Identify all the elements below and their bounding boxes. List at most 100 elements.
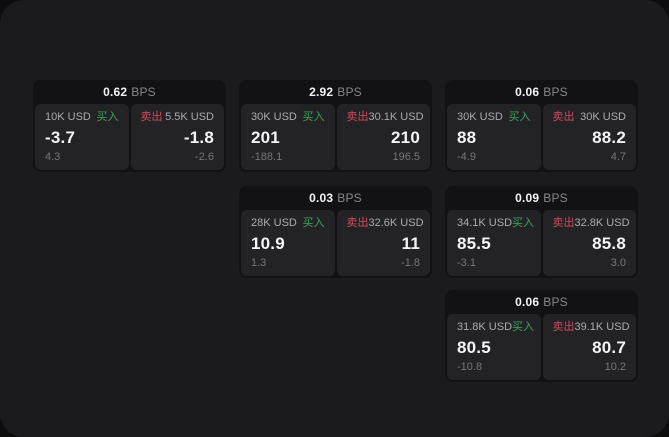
- buy-side-label: 买入: [302, 217, 325, 229]
- quote-card: 0.06 BPS 30K USD 买入 88 -4.9 卖出 30K USD 8…: [445, 80, 638, 172]
- buy-side-label: 买入: [302, 111, 325, 123]
- buy-amount: 34.1K USD: [457, 217, 513, 229]
- sell-delta: -1.8: [401, 256, 420, 269]
- buy-side-label: 买入: [512, 217, 535, 229]
- sell-side-label: 卖出: [346, 111, 369, 123]
- bps-value: 0.62: [103, 85, 128, 99]
- quote-panels: 31.8K USD 买入 80.5 -10.8 卖出 39.1K USD 80.…: [447, 314, 636, 380]
- sell-price: 85.8: [592, 233, 626, 253]
- buy-panel[interactable]: 31.8K USD 买入 80.5 -10.8: [447, 314, 541, 380]
- card-header: 2.92 BPS: [241, 80, 430, 104]
- sell-price: 11: [401, 233, 420, 253]
- buy-panel[interactable]: 28K USD 买入 10.9 1.3: [241, 210, 335, 276]
- sell-panel-top: 卖出 32.6K USD: [346, 217, 424, 229]
- quote-panels: 34.1K USD 买入 85.5 -3.1 卖出 32.8K USD 85.8…: [447, 210, 636, 276]
- buy-panel-top: 30K USD 买入: [457, 111, 531, 123]
- sell-panel[interactable]: 卖出 39.1K USD 80.7 10.2: [542, 314, 636, 380]
- sell-panel[interactable]: 卖出 32.8K USD 85.8 3.0: [542, 210, 636, 276]
- bps-value: 0.06: [515, 295, 540, 309]
- bps-value: 0.06: [515, 85, 540, 99]
- buy-panel[interactable]: 34.1K USD 买入 85.5 -3.1: [447, 210, 541, 276]
- sell-amount: 32.8K USD: [574, 217, 630, 229]
- buy-amount: 30K USD: [457, 111, 503, 123]
- sell-side-label: 卖出: [140, 111, 163, 123]
- sell-panel[interactable]: 卖出 32.6K USD 11 -1.8: [336, 210, 430, 276]
- card-header: 0.62 BPS: [35, 80, 224, 104]
- card-header: 0.06 BPS: [447, 290, 636, 314]
- buy-panel[interactable]: 30K USD 买入 88 -4.9: [447, 104, 541, 170]
- buy-amount: 31.8K USD: [457, 321, 513, 333]
- sell-side-label: 卖出: [552, 111, 575, 123]
- sell-price: 80.7: [592, 337, 626, 357]
- buy-side-label: 买入: [512, 321, 535, 333]
- sell-panel[interactable]: 卖出 30.1K USD 210 196.5: [336, 104, 430, 170]
- quote-panels: 10K USD 买入 -3.7 4.3 卖出 5.5K USD -1.8 -2.…: [35, 104, 224, 170]
- quote-card: 0.09 BPS 34.1K USD 买入 85.5 -3.1 卖出 32.8K…: [445, 186, 638, 278]
- sell-delta: 3.0: [610, 256, 626, 269]
- buy-panel[interactable]: 10K USD 买入 -3.7 4.3: [35, 104, 129, 170]
- buy-amount: 28K USD: [251, 217, 297, 229]
- sell-delta: 10.2: [604, 360, 626, 373]
- buy-panel-top: 31.8K USD 买入: [457, 321, 535, 333]
- card-header: 0.09 BPS: [447, 186, 636, 210]
- sell-price: -1.8: [183, 127, 214, 147]
- quote-card: 0.03 BPS 28K USD 买入 10.9 1.3 卖出 32.6K US…: [239, 186, 432, 278]
- buy-delta: -3.1: [457, 256, 476, 269]
- sell-amount: 30.1K USD: [368, 111, 424, 123]
- buy-price: 201: [251, 127, 280, 147]
- sell-delta: -2.6: [195, 150, 214, 163]
- sell-panel-top: 卖出 30.1K USD: [346, 111, 424, 123]
- buy-delta: -188.1: [251, 150, 283, 163]
- sell-amount: 5.5K USD: [165, 111, 214, 123]
- bps-value: 0.09: [515, 191, 540, 205]
- sell-delta: 196.5: [392, 150, 420, 163]
- quote-panels: 30K USD 买入 88 -4.9 卖出 30K USD 88.2 4.7: [447, 104, 636, 170]
- buy-price: 80.5: [457, 337, 491, 357]
- bps-value: 0.03: [309, 191, 334, 205]
- sell-amount: 30K USD: [580, 111, 626, 123]
- sell-panel[interactable]: 卖出 5.5K USD -1.8 -2.6: [130, 104, 224, 170]
- quote-card: 2.92 BPS 30K USD 买入 201 -188.1 卖出 30.1K …: [239, 80, 432, 172]
- sell-panel[interactable]: 卖出 30K USD 88.2 4.7: [542, 104, 636, 170]
- sell-panel-top: 卖出 30K USD: [553, 111, 627, 123]
- sell-side-label: 卖出: [346, 217, 369, 229]
- sell-price: 88.2: [592, 127, 626, 147]
- sell-amount: 32.6K USD: [368, 217, 424, 229]
- buy-panel-top: 34.1K USD 买入: [457, 217, 535, 229]
- bps-unit-label: BPS: [131, 85, 156, 99]
- buy-panel-top: 30K USD 买入: [251, 111, 325, 123]
- buy-side-label: 买入: [96, 111, 119, 123]
- buy-panel[interactable]: 30K USD 买入 201 -188.1: [241, 104, 335, 170]
- bps-unit-label: BPS: [543, 85, 568, 99]
- buy-amount: 10K USD: [45, 111, 91, 123]
- bps-value: 2.92: [309, 85, 334, 99]
- quote-panels: 30K USD 买入 201 -188.1 卖出 30.1K USD 210 1…: [241, 104, 430, 170]
- sell-panel-top: 卖出 5.5K USD: [141, 111, 215, 123]
- sell-panel-top: 卖出 32.8K USD: [552, 217, 630, 229]
- buy-side-label: 买入: [508, 111, 531, 123]
- buy-delta: -4.9: [457, 150, 476, 163]
- sell-panel-top: 卖出 39.1K USD: [552, 321, 630, 333]
- sell-side-label: 卖出: [552, 217, 575, 229]
- buy-amount: 30K USD: [251, 111, 297, 123]
- buy-panel-top: 28K USD 买入: [251, 217, 325, 229]
- buy-delta: -10.8: [457, 360, 483, 373]
- sell-delta: 4.7: [610, 150, 626, 163]
- buy-price: 85.5: [457, 233, 491, 253]
- buy-delta: 1.3: [251, 256, 267, 269]
- sell-amount: 39.1K USD: [574, 321, 630, 333]
- sell-side-label: 卖出: [552, 321, 575, 333]
- quote-card: 0.62 BPS 10K USD 买入 -3.7 4.3 卖出 5.5K USD…: [33, 80, 226, 172]
- bps-unit-label: BPS: [337, 191, 362, 205]
- buy-price: -3.7: [45, 127, 76, 147]
- buy-delta: 4.3: [45, 150, 61, 163]
- sell-price: 210: [391, 127, 420, 147]
- card-header: 0.03 BPS: [241, 186, 430, 210]
- quote-panels: 28K USD 买入 10.9 1.3 卖出 32.6K USD 11 -1.8: [241, 210, 430, 276]
- bps-unit-label: BPS: [337, 85, 362, 99]
- bps-unit-label: BPS: [543, 191, 568, 205]
- card-header: 0.06 BPS: [447, 80, 636, 104]
- buy-panel-top: 10K USD 买入: [45, 111, 119, 123]
- quote-card: 0.06 BPS 31.8K USD 买入 80.5 -10.8 卖出 39.1…: [445, 290, 638, 382]
- buy-price: 10.9: [251, 233, 285, 253]
